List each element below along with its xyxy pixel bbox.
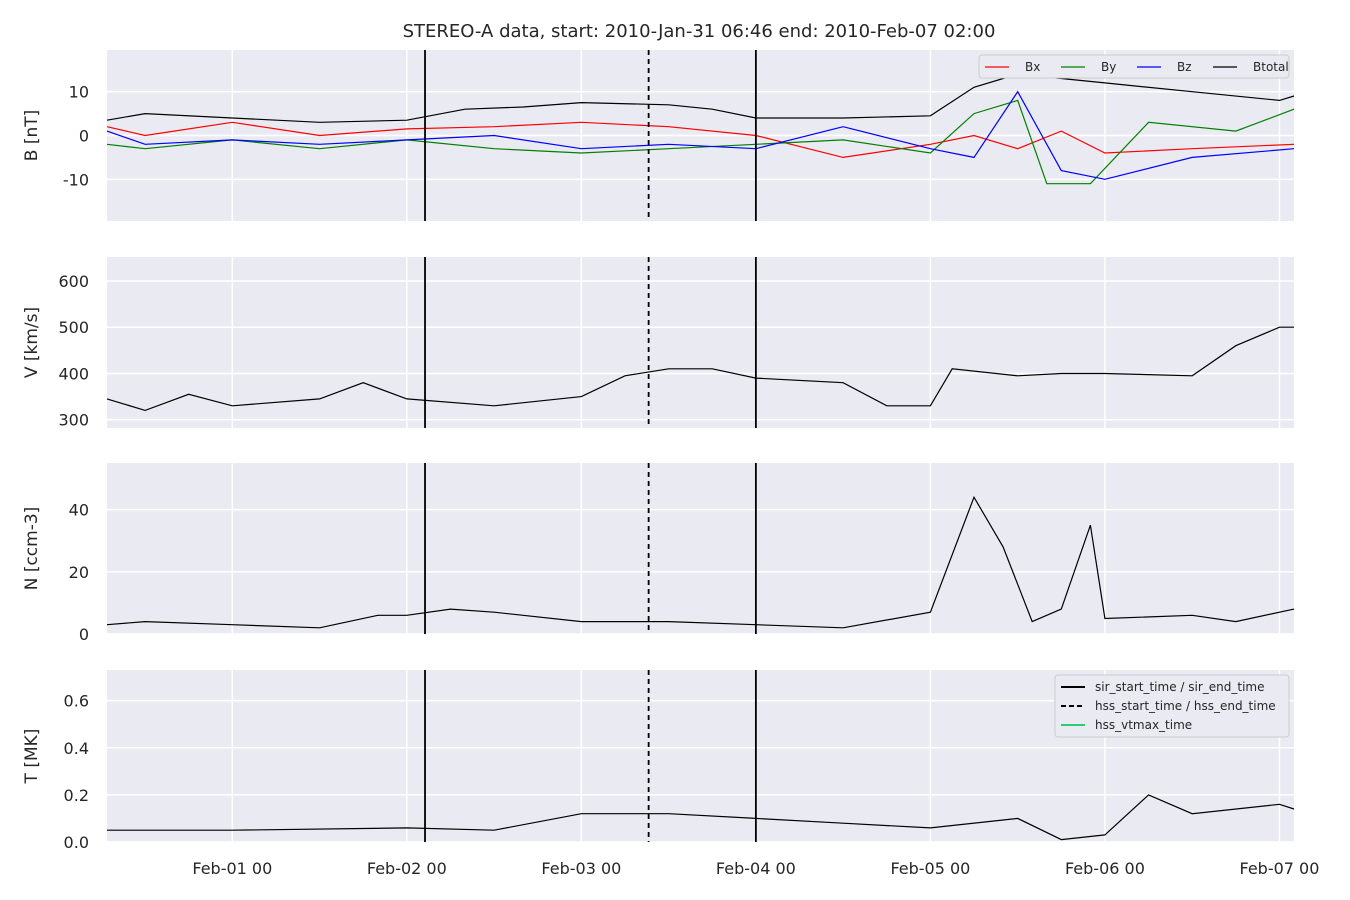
- series-n-line: [106, 495, 1295, 629]
- legend-label: sir_start_time / sir_end_time: [1095, 680, 1265, 694]
- x-tick-label: Feb-01 00: [192, 859, 272, 878]
- x-tick-label: Feb-07 00: [1240, 859, 1320, 878]
- series-btotal-line: [106, 73, 1295, 123]
- y-tick-label: 0: [79, 625, 89, 644]
- x-tick-label: Feb-03 00: [541, 859, 621, 878]
- x-tick-label: Feb-02 00: [367, 859, 447, 878]
- y-axis-label: N [ccm-3]: [22, 507, 42, 591]
- x-tick-label: Feb-04 00: [716, 859, 796, 878]
- plot-background: [107, 463, 1294, 634]
- plot-background: [107, 257, 1294, 428]
- y-axis-label: B [nT]: [22, 110, 42, 162]
- y-tick-label: 0.4: [64, 739, 89, 758]
- legend-label: hss_vtmax_time: [1095, 718, 1192, 732]
- y-tick-label: 500: [58, 318, 89, 337]
- series-t-line: [107, 794, 1295, 841]
- y-tick-label: 600: [58, 272, 89, 291]
- y-tick-label: 0.0: [64, 833, 89, 852]
- x-tick-label: Feb-05 00: [890, 859, 970, 878]
- y-tick-label: 300: [58, 411, 89, 430]
- y-axis-label: V [km/s]: [22, 307, 42, 378]
- y-tick-label: 0: [79, 127, 89, 146]
- legend-label: Bx: [1025, 60, 1040, 74]
- x-tick-label: Feb-06 00: [1065, 859, 1145, 878]
- panel-1: -10 0 10 B [nT] Bx By Bz Btotal: [22, 50, 1295, 221]
- legend-label: hss_start_time / hss_end_time: [1095, 699, 1276, 713]
- y-tick-label: 10: [69, 83, 89, 102]
- panel-3: 0 20 40 N [ccm-3]: [22, 463, 1295, 644]
- panel-4: 0.0 0.2 0.4 0.6 T [MK] sir_start_time / sir_e…: [22, 670, 1295, 852]
- y-tick-label: 0.2: [64, 786, 89, 805]
- y-tick-label: -10: [63, 170, 89, 189]
- series-v-line: [106, 326, 1294, 412]
- legend-label: Btotal: [1253, 60, 1289, 74]
- panel-2: 300 400 500 600 V [km/s]: [22, 257, 1294, 430]
- legend-label: Bz: [1177, 60, 1192, 74]
- chart-title: STEREO-A data, start: 2010-Jan-31 06:46 …: [403, 21, 996, 42]
- y-tick-label: 400: [58, 364, 89, 383]
- series-by-line: [106, 99, 1295, 185]
- legend-label: By: [1101, 60, 1116, 74]
- y-tick-label: 40: [69, 501, 89, 520]
- legend-box: [978, 54, 1290, 79]
- y-axis-label: T [MK]: [22, 729, 42, 785]
- y-tick-label: 0.6: [64, 692, 89, 711]
- y-tick-label: 20: [69, 563, 89, 582]
- legend-box: [1054, 674, 1290, 738]
